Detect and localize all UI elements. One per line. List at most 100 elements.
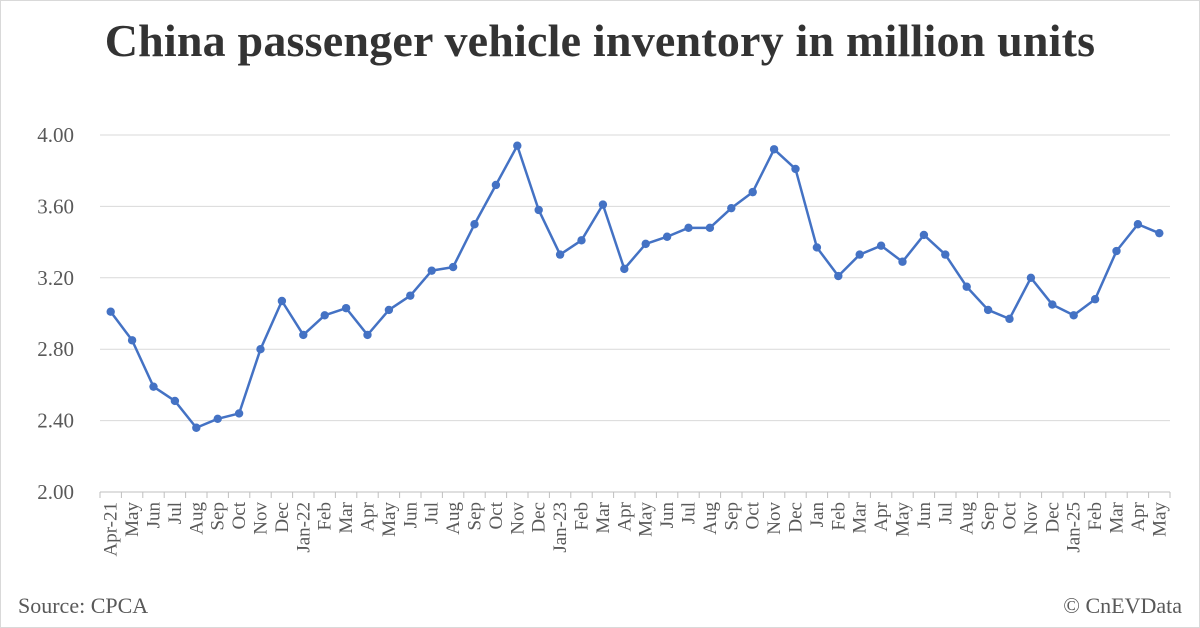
- data-point: [898, 257, 907, 266]
- data-point: [1005, 314, 1014, 324]
- x-tick-label: Jan-23: [550, 502, 571, 553]
- x-tick-label: Jul: [935, 502, 956, 524]
- x-tick-label: Jan-25: [1064, 502, 1085, 553]
- x-tick-label: May: [893, 502, 914, 537]
- data-point: [448, 262, 458, 272]
- y-tick-label: 2.80: [37, 337, 74, 361]
- x-tick-label: Mar: [1107, 501, 1128, 533]
- x-tick-label: Sep: [465, 502, 486, 531]
- x-tick-label: Mar: [850, 501, 871, 533]
- data-point: [834, 271, 843, 281]
- x-tick-label: Jul: [165, 502, 186, 524]
- x-tick-label: Aug: [443, 502, 464, 535]
- data-point: [256, 345, 265, 354]
- x-tick-label: Oct: [486, 501, 507, 529]
- data-point: [341, 303, 351, 313]
- x-tick-label: Apr: [1128, 501, 1149, 531]
- x-tick-label: Nov: [251, 502, 272, 535]
- x-tick-label: Jun: [144, 502, 165, 529]
- x-tick-label: Jun: [914, 502, 935, 529]
- data-point: [748, 187, 757, 197]
- data-point: [427, 266, 436, 275]
- x-tick-label: Jan: [807, 502, 828, 528]
- x-tick-label: Apr: [614, 501, 635, 531]
- data-point: [491, 180, 501, 190]
- data-point: [234, 409, 244, 418]
- data-point: [962, 282, 971, 291]
- x-tick-label: Sep: [978, 502, 999, 531]
- x-tick-label: Mar: [593, 501, 614, 533]
- data-point: [213, 414, 222, 424]
- data-point: [1155, 228, 1164, 238]
- data-point: [384, 305, 394, 315]
- x-tick-label: Jul: [422, 502, 443, 524]
- data-point: [769, 145, 779, 154]
- y-tick-label: 4.00: [37, 123, 74, 147]
- data-point: [277, 296, 287, 306]
- x-tick-label: Dec: [272, 502, 293, 533]
- x-tick-label: May: [379, 502, 400, 537]
- series-line: [109, 144, 1160, 429]
- data-point: [876, 241, 886, 250]
- data-point: [855, 250, 864, 259]
- x-tick-label: Dec: [1042, 502, 1063, 533]
- data-point: [791, 164, 800, 174]
- data-point: [577, 236, 586, 245]
- y-tick-label: 3.20: [37, 266, 74, 290]
- x-tick-label: Apr: [871, 501, 892, 531]
- y-tick-label: 2.00: [37, 480, 74, 504]
- source-note: Source: CPCA: [18, 593, 149, 618]
- x-tick-label: May: [636, 502, 657, 537]
- data-point: [1133, 220, 1143, 229]
- data-point: [662, 232, 672, 241]
- x-tick-label: Sep: [208, 502, 229, 531]
- data-point: [106, 307, 115, 316]
- x-tick-label: Nov: [507, 502, 528, 535]
- data-point: [727, 203, 736, 213]
- y-tick-label: 3.60: [37, 194, 74, 218]
- data-point: [320, 311, 329, 320]
- x-tick-label: Feb: [572, 502, 593, 531]
- x-tick-label: Aug: [957, 502, 978, 535]
- data-point: [513, 141, 522, 150]
- data-point: [1048, 300, 1057, 309]
- x-tick-label: Apr-21: [101, 502, 122, 557]
- data-point: [1090, 295, 1100, 304]
- chart-title: China passenger vehicle inventory in mil…: [104, 15, 1096, 66]
- data-point: [684, 223, 693, 233]
- x-tick-label: Dec: [786, 502, 807, 533]
- x-tick-label: Feb: [1085, 502, 1106, 531]
- data-point: [620, 264, 629, 274]
- x-tick-label: Jun: [657, 502, 678, 529]
- data-point: [1069, 311, 1078, 320]
- data-point: [363, 330, 372, 340]
- data-point: [470, 220, 479, 229]
- data-point: [641, 239, 650, 249]
- data-point: [406, 291, 415, 300]
- x-tick-label: Aug: [186, 502, 207, 535]
- x-tick-label: Feb: [828, 502, 849, 531]
- x-tick-label: Sep: [721, 502, 742, 531]
- x-tick-label: Jun: [400, 502, 421, 529]
- data-point: [705, 223, 715, 233]
- x-tick-label: Nov: [764, 502, 785, 535]
- data-point: [127, 336, 137, 345]
- credit-note: © CnEVData: [1063, 593, 1182, 618]
- data-point: [555, 250, 565, 259]
- x-tick-label: Oct: [229, 501, 250, 529]
- x-tick-label: Jan-22: [293, 502, 314, 553]
- x-tick-label: Jul: [679, 502, 700, 524]
- data-point: [598, 200, 608, 209]
- data-point: [1026, 273, 1036, 282]
- x-tick-label: Feb: [315, 502, 336, 531]
- x-tick-label: Nov: [1021, 502, 1042, 535]
- x-tick-label: Oct: [743, 501, 764, 529]
- x-tick-label: Oct: [1000, 501, 1021, 529]
- data-point: [192, 423, 201, 432]
- data-point: [170, 396, 180, 406]
- x-tick-label: Aug: [700, 502, 721, 535]
- x-tick-label: May: [1149, 502, 1170, 537]
- x-tick-label: May: [122, 502, 143, 537]
- y-tick-label: 2.40: [37, 409, 74, 433]
